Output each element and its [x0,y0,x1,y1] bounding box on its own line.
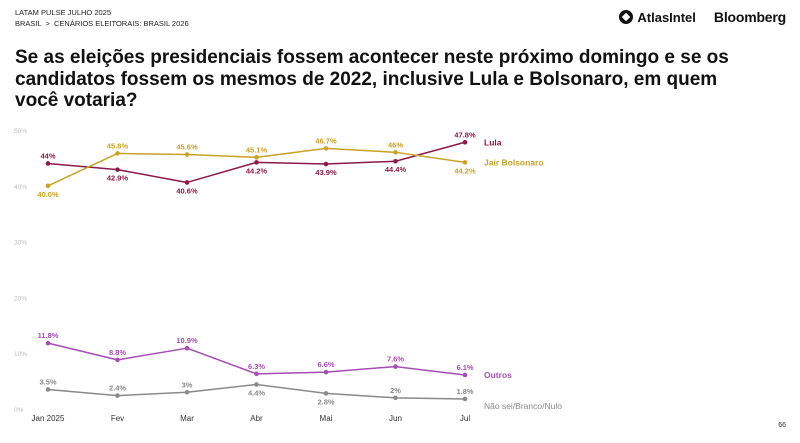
data-point [393,364,398,369]
x-tick-label: Mar [180,414,194,423]
data-label: 2.4% [109,384,126,393]
report-name: LATAM PULSE JULHO 2025 [15,8,112,17]
data-point [323,391,329,396]
data-label: 8.8% [109,348,126,357]
data-point [45,340,51,346]
data-point [462,139,468,145]
data-point [45,387,51,392]
data-label: 2.8% [317,397,334,406]
data-label: 6.6% [317,360,334,369]
data-point [115,167,120,172]
series-label: Outros [484,370,512,380]
bloomberg-logo: Bloomberg [713,9,786,25]
data-point [115,357,120,363]
data-label: 44.4% [385,165,407,174]
series-label: Não sei/Branco/Nulo [484,401,562,411]
data-point [462,372,468,378]
breadcrumb-country: BRASIL [15,19,42,28]
data-label: 7.6% [387,355,404,364]
data-point [254,371,259,377]
data-label: 45.1% [246,145,268,154]
data-point [323,146,329,151]
data-label: 10.9% [176,336,198,345]
y-tick-label: 40% [14,184,27,191]
data-point [184,389,190,395]
data-label: 47.8% [454,130,476,139]
atlasintel-logo: AtlasIntel [619,10,696,25]
report-header: LATAM PULSE JULHO 2025 BRASIL > CENÁRIOS… [15,7,189,29]
data-point [462,396,468,402]
data-label: 3.5% [39,377,56,386]
atlasintel-mark-icon [619,10,634,24]
data-point [115,151,120,156]
data-point [184,152,190,157]
data-label: 3% [182,380,193,389]
data-point [254,155,259,160]
data-point [254,382,259,387]
page-title: Se as eleições presidenciais fossem acon… [15,47,729,111]
data-label: 44.2% [454,166,476,175]
data-label: 43.9% [315,168,337,177]
data-point [184,345,190,351]
data-point [462,160,468,165]
atlasintel-wordmark: AtlasIntel [637,9,696,25]
data-label: 2% [390,386,401,395]
logo-bar: AtlasIntel Bloomberg [619,9,786,25]
data-label: 42.9% [107,174,129,183]
data-label: 44.2% [246,166,268,175]
breadcrumb-section: CENÁRIOS ELEITORAIS: BRASIL 2026 [53,19,189,28]
page-number: 66 [778,422,786,429]
y-tick-label: 50% [14,128,27,135]
y-tick-label: 20% [14,295,27,302]
x-tick-label: Jan 2025 [32,414,65,423]
series-label: Jair Bolsonaro [484,157,544,167]
data-label: 40.0% [37,190,59,199]
data-label: 11.8% [38,331,59,340]
x-tick-label: Jun [389,414,402,423]
breadcrumb-separator: > [45,19,50,28]
breadcrumb: BRASIL > CENÁRIOS ELEITORAIS: BRASIL 202… [15,18,189,29]
data-point [45,183,51,189]
data-point [323,369,329,375]
data-point [115,393,120,398]
data-point [393,150,398,155]
data-label: 6.1% [456,363,473,372]
data-point [254,160,259,165]
data-point [184,180,190,185]
data-label: 40.6% [176,186,198,195]
x-tick-label: Mai [320,414,333,423]
data-label: 46% [388,140,403,149]
data-label: 4.4% [248,388,265,397]
data-point [45,161,51,166]
data-label: 46.7% [315,136,337,145]
data-point [393,158,398,164]
data-point [323,161,329,167]
data-point [393,395,398,401]
series-label: Lula [484,137,502,147]
x-tick-label: Jul [460,414,470,423]
data-label: 1.8% [456,387,473,396]
y-tick-label: 0% [14,407,24,414]
y-tick-label: 10% [14,351,27,358]
data-label: 45.8% [107,141,129,150]
data-label: 6.3% [248,362,265,371]
data-label: 45.6% [176,143,198,152]
data-label: 44% [40,151,55,160]
x-tick-label: Abr [250,414,263,423]
y-tick-label: 30% [14,240,27,247]
x-tick-label: Fev [111,414,124,423]
